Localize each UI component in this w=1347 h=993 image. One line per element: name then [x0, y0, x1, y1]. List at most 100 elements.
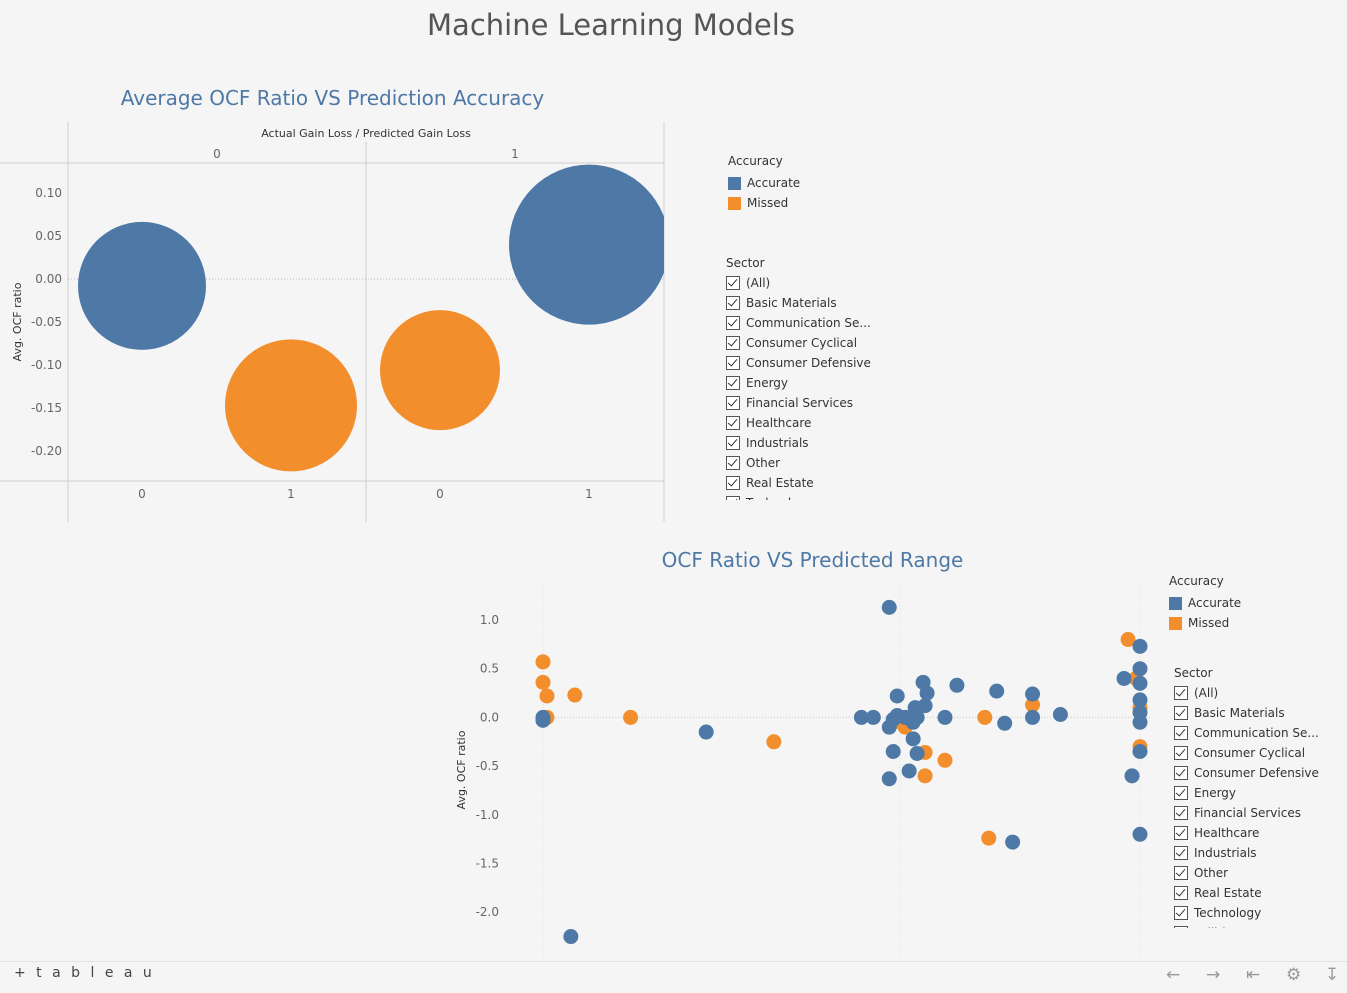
chart2-point-accurate[interactable] [881, 771, 897, 787]
checkbox-checked-icon[interactable] [726, 416, 740, 430]
filter-item[interactable]: Utilities [1174, 923, 1347, 928]
checkbox-checked-icon[interactable] [1174, 686, 1188, 700]
chart2-point-accurate[interactable] [989, 683, 1005, 699]
chart2-point-accurate[interactable] [1132, 638, 1148, 654]
chart2-point-accurate[interactable] [917, 698, 933, 714]
chart2-point-accurate[interactable] [1132, 692, 1148, 708]
checkbox-checked-icon[interactable] [726, 276, 740, 290]
chart2-point-accurate[interactable] [881, 599, 897, 615]
checkbox-checked-icon[interactable] [1174, 906, 1188, 920]
chart2-point-missed[interactable] [937, 752, 953, 768]
chart1-bubble-missed[interactable] [380, 310, 500, 431]
share-icon[interactable]: ⚙ [1286, 965, 1302, 985]
chart2-point-missed[interactable] [623, 709, 639, 725]
checkbox-checked-icon[interactable] [1174, 706, 1188, 720]
download-icon[interactable]: ↧ [1325, 965, 1340, 985]
checkbox-checked-icon[interactable] [1174, 886, 1188, 900]
chart2-point-accurate[interactable] [949, 677, 965, 693]
checkbox-checked-icon[interactable] [1174, 866, 1188, 880]
legend-item-missed[interactable]: Missed [728, 193, 800, 213]
chart2-point-accurate[interactable] [1052, 707, 1068, 723]
filter-item[interactable]: Other [726, 453, 916, 473]
chart2-point-accurate[interactable] [1132, 826, 1148, 842]
chart2-point-accurate[interactable] [1132, 744, 1148, 760]
undo-icon[interactable]: ← [1166, 965, 1181, 985]
chart2-point-accurate[interactable] [535, 712, 551, 728]
filter-item[interactable]: Consumer Defensive [726, 353, 916, 373]
chart2-point-accurate[interactable] [889, 688, 905, 704]
checkbox-checked-icon[interactable] [1174, 926, 1188, 928]
filter-item[interactable]: Real Estate [726, 473, 916, 493]
checkbox-checked-icon[interactable] [726, 336, 740, 350]
checkbox-checked-icon[interactable] [1174, 746, 1188, 760]
chart2-point-accurate[interactable] [1025, 709, 1041, 725]
legend-item-accurate[interactable]: Accurate [1169, 593, 1241, 613]
chart2-point-missed[interactable] [766, 734, 782, 750]
chart2-point-missed[interactable] [977, 709, 993, 725]
chart2-plot[interactable]: Avg. OCF ratio 1.0 0.5 0.0 -0.5 -1.0 -1.5 -2.0 [0, 0, 1160, 960]
chart2-point-missed[interactable] [539, 688, 555, 704]
filter-item[interactable]: Financial Services [726, 393, 916, 413]
filter-item[interactable]: Communication Se... [1174, 723, 1347, 743]
filter-item[interactable]: Consumer Cyclical [726, 333, 916, 353]
filter-item[interactable]: Technology [1174, 903, 1347, 923]
chart2-point-missed[interactable] [1025, 697, 1041, 713]
legend-item-accurate[interactable]: Accurate [728, 173, 800, 193]
chart2-point-accurate[interactable] [865, 709, 881, 725]
chart2-point-accurate[interactable] [1005, 834, 1021, 850]
filter-item[interactable]: Consumer Defensive [1174, 763, 1347, 783]
filter-item[interactable]: Financial Services [1174, 803, 1347, 823]
chart2-point-missed[interactable] [535, 654, 551, 670]
filter-item[interactable]: Other [1174, 863, 1347, 883]
checkbox-checked-icon[interactable] [1174, 726, 1188, 740]
chart2-point-accurate[interactable] [563, 929, 579, 945]
checkbox-checked-icon[interactable] [1174, 826, 1188, 840]
checkbox-checked-icon[interactable] [1174, 846, 1188, 860]
chart2-point-accurate[interactable] [1124, 768, 1140, 784]
chart1-plot[interactable]: Actual Gain Loss / Predicted Gain Loss 0… [0, 0, 670, 530]
chart1-bubble-accurate[interactable] [78, 221, 206, 350]
chart2-point-accurate[interactable] [937, 709, 953, 725]
filter-item[interactable]: Real Estate [1174, 883, 1347, 903]
filter-item[interactable]: Energy [1174, 783, 1347, 803]
filter-item[interactable]: Basic Materials [726, 293, 916, 313]
filter-item[interactable]: Energy [726, 373, 916, 393]
chart2-point-accurate[interactable] [997, 715, 1013, 731]
chart2-point-missed[interactable] [917, 768, 933, 784]
filter-item[interactable]: Industrials [1174, 843, 1347, 863]
legend-item-missed[interactable]: Missed [1169, 613, 1241, 633]
checkbox-checked-icon[interactable] [726, 316, 740, 330]
chart2-point-accurate[interactable] [1116, 670, 1132, 686]
chart2-point-missed[interactable] [535, 674, 551, 690]
chart2-point-missed[interactable] [567, 687, 583, 703]
filter-item[interactable]: Industrials [726, 433, 916, 453]
filter-item[interactable]: Basic Materials [1174, 703, 1347, 723]
filter-item[interactable]: Healthcare [1174, 823, 1347, 843]
chart2-point-missed[interactable] [981, 830, 997, 846]
checkbox-checked-icon[interactable] [1174, 766, 1188, 780]
checkbox-checked-icon[interactable] [1174, 806, 1188, 820]
chart2-point-accurate[interactable] [909, 709, 925, 725]
checkbox-checked-icon[interactable] [726, 376, 740, 390]
chart2-point-accurate[interactable] [1132, 661, 1148, 677]
chart2-point-accurate[interactable] [1132, 714, 1148, 730]
checkbox-checked-icon[interactable] [726, 436, 740, 450]
chart2-point-accurate[interactable] [698, 724, 714, 740]
filter-item[interactable]: Communication Se... [726, 313, 916, 333]
chart2-point-accurate[interactable] [853, 709, 869, 725]
chart2-point-accurate[interactable] [919, 685, 935, 701]
checkbox-checked-icon[interactable] [726, 476, 740, 490]
filter-item[interactable]: (All) [1174, 683, 1347, 703]
chart1-bubble-missed[interactable] [225, 339, 357, 472]
filter-item[interactable]: Technology [726, 493, 916, 500]
checkbox-checked-icon[interactable] [726, 296, 740, 310]
filter-item[interactable]: Healthcare [726, 413, 916, 433]
chart2-point-accurate[interactable] [909, 745, 925, 761]
filter-item[interactable]: (All) [726, 273, 916, 293]
checkbox-checked-icon[interactable] [726, 396, 740, 410]
filter-item[interactable]: Consumer Cyclical [1174, 743, 1347, 763]
checkbox-checked-icon[interactable] [726, 356, 740, 370]
chart2-point-accurate[interactable] [885, 744, 901, 760]
chart2-point-accurate[interactable] [901, 763, 917, 779]
chart2-point-missed[interactable] [1120, 632, 1136, 648]
